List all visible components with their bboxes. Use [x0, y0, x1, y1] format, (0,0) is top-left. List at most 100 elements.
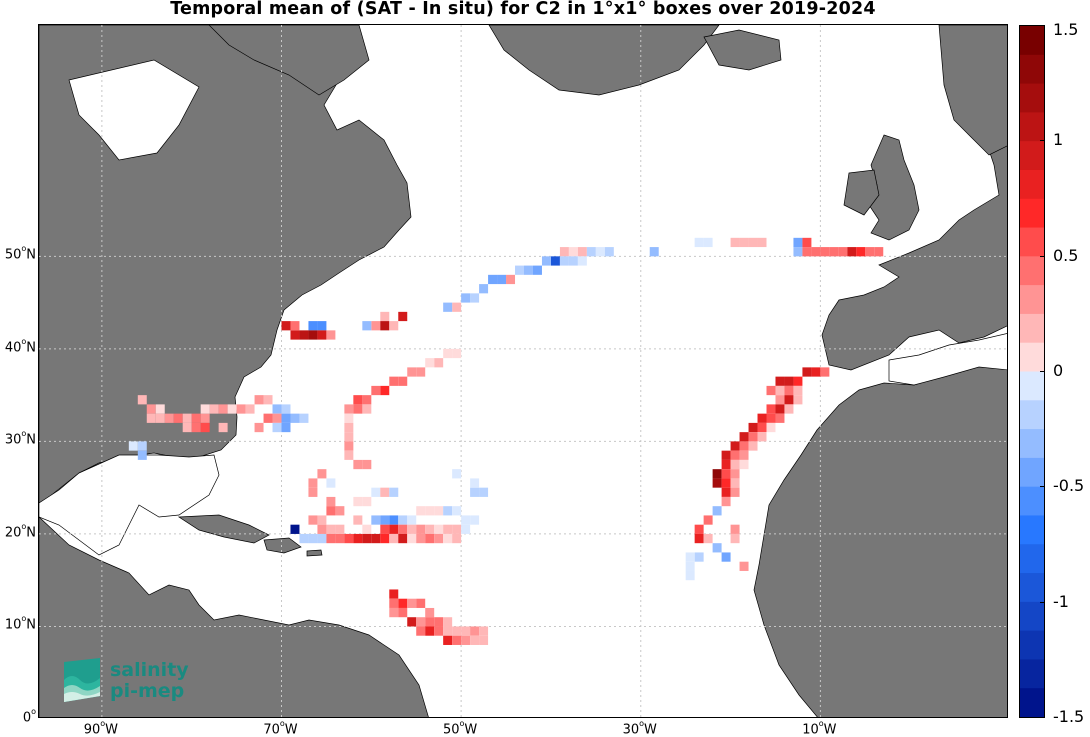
heatmap-cell: [344, 441, 354, 451]
heatmap-cell: [550, 256, 560, 266]
heatmap-cell: [694, 552, 704, 562]
heatmap-cell: [766, 404, 776, 414]
latitude-tick-label: 50oN: [4, 244, 36, 263]
heatmap-cell: [434, 358, 444, 368]
heatmap-cell: [362, 459, 372, 470]
heatmap-cell: [425, 617, 435, 627]
heatmap-cell: [775, 395, 785, 405]
map-plot-area[interactable]: [38, 24, 1008, 718]
colorbar-segment: [1020, 429, 1044, 459]
colorbar-segment: [1020, 371, 1044, 401]
heatmap-cell: [694, 524, 704, 534]
heatmap-cell: [398, 515, 408, 525]
heatmap-cell: [389, 515, 399, 525]
heatmap-cell: [344, 404, 354, 414]
heatmap-cell: [254, 422, 264, 433]
mediterranean-water: [888, 333, 1007, 386]
heatmap-cell: [443, 626, 453, 636]
heatmap-cell: [182, 422, 192, 433]
heatmap-cell: [398, 376, 408, 386]
heatmap-cell: [416, 506, 426, 516]
heatmap-cell: [452, 635, 462, 645]
colorbar-segment: [1020, 630, 1044, 660]
heatmap-cell: [524, 265, 533, 275]
colorbar-tick-label: -1.5: [1053, 707, 1085, 726]
scandinavia: [938, 25, 1007, 156]
heatmap-cell: [712, 478, 722, 488]
heatmap-cell: [443, 506, 453, 516]
heatmap-cell: [380, 487, 390, 497]
heatmap-cell: [416, 533, 426, 544]
heatmap-cell: [497, 274, 507, 285]
heatmap-cell: [317, 469, 327, 479]
heatmap-cell: [272, 413, 282, 423]
heatmap-cell: [865, 247, 875, 257]
heatmap-cell: [479, 635, 489, 645]
heatmap-cell: [344, 533, 354, 544]
heatmap-cell: [470, 487, 480, 497]
heatmap-cells: [128, 237, 884, 645]
heatmap-cell: [362, 321, 372, 331]
heatmap-cell: [326, 478, 336, 488]
heatmap-cell: [353, 395, 363, 405]
heatmap-cell: [452, 348, 462, 359]
heatmap-cell: [506, 274, 516, 285]
heatmap-cell: [784, 404, 794, 414]
heatmap-cell: [398, 524, 408, 534]
heatmap-cell: [488, 274, 498, 285]
heatmap-cell: [407, 617, 417, 627]
heatmap-cell: [173, 413, 183, 423]
heatmap-cell: [344, 450, 354, 460]
heatmap-cell: [757, 237, 767, 248]
heatmap-cell: [793, 385, 803, 396]
heatmap-cell: [245, 404, 255, 414]
latitude-tick-label: 10oN: [4, 614, 36, 633]
heatmap-cell: [470, 293, 480, 303]
heatmap-cell: [793, 395, 803, 405]
heatmap-cell: [416, 626, 426, 636]
colorbar-segment: [1020, 457, 1044, 488]
africa: [753, 355, 1007, 717]
heatmap-cell: [568, 256, 578, 266]
heatmap-cell: [290, 330, 300, 340]
baffin-island: [208, 25, 370, 96]
heatmap-cell: [766, 385, 776, 396]
heatmap-cell: [308, 533, 318, 544]
heatmap-cell: [685, 561, 695, 571]
heatmap-cell: [362, 496, 372, 507]
heatmap-cell: [191, 413, 201, 423]
colorbar-segment: [1020, 26, 1044, 56]
heatmap-cell: [290, 413, 300, 423]
heatmap-cell: [353, 533, 363, 544]
heatmap-cell: [461, 635, 471, 645]
heatmap-cell: [407, 524, 417, 534]
heatmap-cell: [398, 533, 408, 544]
heatmap-cell: [200, 404, 210, 414]
heatmap-cell: [137, 395, 147, 405]
puerto-rico: [306, 549, 323, 557]
colorbar-gradient: [1020, 26, 1044, 717]
heatmap-cell: [712, 543, 722, 553]
heatmap-cell: [425, 607, 435, 618]
logo-text-salinity: salinity: [110, 659, 189, 681]
heatmap-cell: [254, 395, 264, 405]
heatmap-cell: [730, 450, 740, 460]
land-masses: [39, 25, 1007, 717]
heatmap-cell: [227, 404, 237, 414]
heatmap-cell: [434, 506, 444, 516]
chart-title: Temporal mean of (SAT - In situ) for C2 …: [170, 0, 876, 19]
colorbar-segment: [1020, 83, 1044, 113]
heatmap-cell: [820, 247, 830, 257]
heatmap-cell: [775, 413, 785, 423]
heatmap-cell: [281, 321, 291, 331]
heatmap-cell: [739, 432, 749, 442]
heatmap-cell: [811, 367, 821, 377]
heatmap-cell: [416, 617, 426, 627]
heatmap-cell: [739, 450, 749, 460]
heatmap-cell: [128, 441, 138, 451]
heatmap-cell: [793, 376, 803, 386]
colorbar-segment: [1020, 515, 1044, 545]
colorbar-segment: [1020, 486, 1044, 516]
heatmap-cell: [425, 358, 435, 368]
heatmap-cell: [389, 524, 399, 534]
